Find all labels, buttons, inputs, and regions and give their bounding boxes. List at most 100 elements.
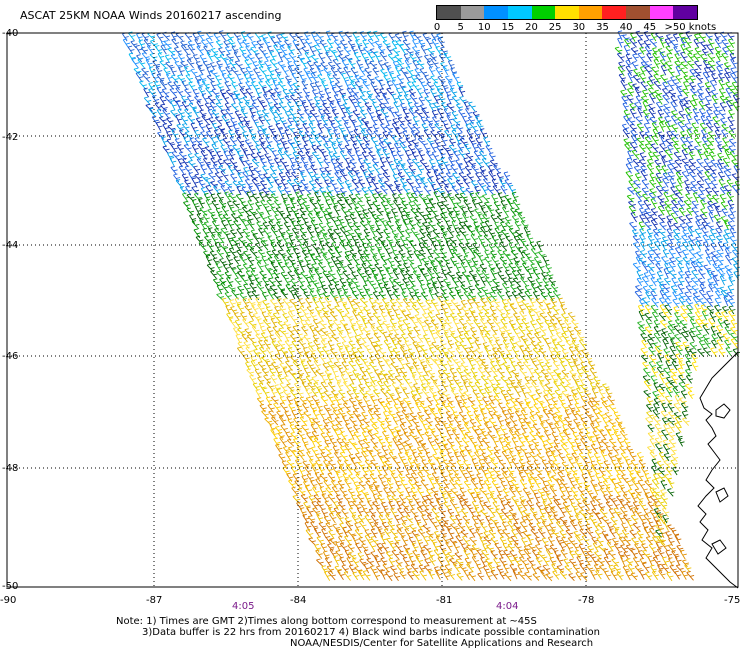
wind-barb xyxy=(439,339,447,349)
wind-barb xyxy=(177,74,185,84)
wind-barb xyxy=(428,66,436,76)
wind-barb xyxy=(411,418,420,427)
wind-barb xyxy=(496,172,504,183)
wind-barb xyxy=(331,334,340,343)
legend-swatch xyxy=(602,6,627,19)
wind-barb xyxy=(362,395,370,406)
wind-barb xyxy=(392,457,401,468)
wind-barb xyxy=(414,102,421,111)
wind-barb xyxy=(328,46,336,55)
wind-barb xyxy=(634,172,642,182)
wind-barb xyxy=(440,135,448,146)
wind-barb xyxy=(632,242,641,251)
wind-barb xyxy=(305,297,313,308)
wind-barb xyxy=(373,332,382,342)
wind-barb xyxy=(336,269,344,280)
wind-barb xyxy=(414,437,422,447)
wind-barb xyxy=(488,152,496,161)
wind-barb xyxy=(685,214,693,224)
wind-barb xyxy=(347,40,356,49)
wind-barb xyxy=(309,311,317,321)
wind-barb xyxy=(348,397,356,406)
wind-barb xyxy=(607,395,615,406)
lat-label: -48 xyxy=(2,463,18,474)
wind-barb xyxy=(688,331,696,342)
wind-barb xyxy=(430,408,438,419)
wind-barb xyxy=(536,522,544,532)
wind-barb xyxy=(451,110,459,120)
wind-barb xyxy=(630,129,638,140)
wind-barb xyxy=(156,86,164,98)
wind-barb xyxy=(678,292,686,301)
wind-barb xyxy=(601,474,609,484)
wind-barb xyxy=(210,80,217,90)
wind-barb xyxy=(326,191,335,202)
wind-barb xyxy=(641,339,649,349)
wind-barb xyxy=(209,69,218,78)
wind-barb xyxy=(574,549,582,560)
wind-barb xyxy=(663,267,671,279)
wind-barb xyxy=(399,550,407,559)
wind-barb xyxy=(370,116,378,125)
wind-barb xyxy=(408,88,416,97)
wind-barb xyxy=(524,571,533,581)
wind-barb xyxy=(200,164,208,175)
wind-barb xyxy=(462,472,470,482)
wind-barb xyxy=(682,559,690,568)
wind-barb xyxy=(705,122,714,132)
wind-barb xyxy=(363,158,371,169)
wind-barb xyxy=(196,79,204,91)
wind-barb xyxy=(445,410,453,420)
wind-barb xyxy=(645,571,653,581)
wind-barb xyxy=(252,193,260,203)
wind-barb xyxy=(658,569,666,580)
wind-barb xyxy=(255,256,263,265)
wind-barb xyxy=(307,115,315,126)
wind-barb xyxy=(600,396,609,406)
wind-barb xyxy=(320,542,328,552)
wind-barb xyxy=(223,150,231,161)
wind-barb xyxy=(329,537,337,546)
wind-barb xyxy=(393,215,401,224)
wind-barb xyxy=(506,198,514,209)
wind-barb xyxy=(363,562,371,574)
wind-barb xyxy=(589,382,597,391)
wind-barb xyxy=(519,367,528,378)
wind-barb xyxy=(266,199,275,209)
wind-barb xyxy=(156,32,164,43)
wind-barb xyxy=(525,402,534,413)
wind-barb xyxy=(655,443,663,454)
wind-barb xyxy=(733,270,740,281)
wind-barb xyxy=(521,537,528,547)
wind-barb xyxy=(298,130,306,140)
wind-barb xyxy=(443,52,452,62)
wind-barb xyxy=(581,366,590,377)
wind-barb xyxy=(649,179,657,188)
wind-barb xyxy=(336,46,344,56)
wind-barb xyxy=(243,166,250,175)
wind-barb xyxy=(726,291,735,301)
wind-barb xyxy=(491,193,498,204)
wind-barb xyxy=(504,345,513,356)
wind-barb xyxy=(519,304,526,314)
wind-barb xyxy=(224,80,232,91)
wind-barb xyxy=(399,44,408,55)
wind-barb xyxy=(425,494,434,504)
wind-barb xyxy=(485,144,493,153)
wind-barb xyxy=(513,257,521,266)
wind-barb xyxy=(526,332,535,343)
wind-barb xyxy=(658,451,666,461)
wind-barb xyxy=(531,564,538,574)
wind-barb xyxy=(279,436,288,448)
wind-barb xyxy=(180,60,189,70)
wind-barb xyxy=(406,256,415,265)
wind-barb xyxy=(199,109,207,119)
wind-barb xyxy=(666,130,674,140)
wind-barb xyxy=(373,410,382,419)
wind-barb xyxy=(357,116,365,125)
wind-barb xyxy=(701,310,709,321)
wind-barb xyxy=(302,201,310,210)
wind-barb xyxy=(500,376,509,385)
wind-barb xyxy=(219,277,227,286)
wind-barb xyxy=(655,165,663,175)
